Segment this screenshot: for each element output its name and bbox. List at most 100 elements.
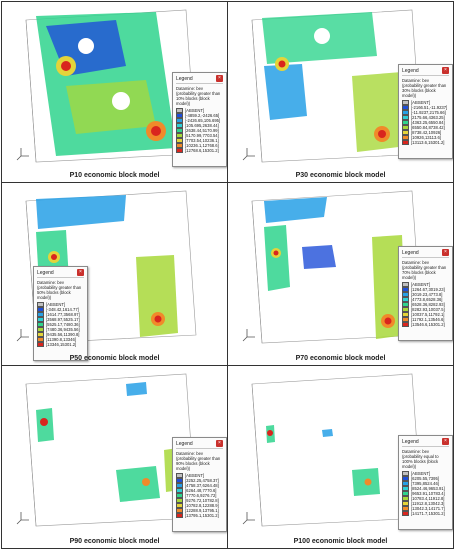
axis-triad-icon xyxy=(12,516,20,524)
legend-title: Legend xyxy=(176,75,193,82)
block-model-view[interactable] xyxy=(6,6,224,164)
legend-header: Legend × xyxy=(176,440,223,449)
panel-caption: P30 economic block model xyxy=(295,172,386,179)
axis-triad-icon xyxy=(12,152,20,160)
axis-triad-icon xyxy=(238,152,246,160)
swatch xyxy=(402,510,409,517)
legend-item-label: [6528.36,8282.93] xyxy=(411,302,445,307)
legend-title: Legend xyxy=(402,438,419,445)
legend-item-label: [-11.9237,2175.66] xyxy=(411,110,446,115)
axis-triad-icon xyxy=(12,333,20,341)
legend-item-label: [ABSENT] xyxy=(411,282,431,287)
legend-header: Legend × xyxy=(176,75,223,84)
legend-item: [13795.1,15301.2] xyxy=(176,512,223,519)
axis-triad-icon xyxy=(238,333,246,341)
legend-header: Legend × xyxy=(37,269,84,278)
block-model-view[interactable] xyxy=(232,187,450,345)
legend-item-label: [10783.4,11912.8] xyxy=(411,496,445,501)
legend-header: Legend × xyxy=(402,438,449,447)
legend-subtitle: Datamine: bev (probability greater than … xyxy=(176,86,221,106)
close-icon[interactable]: × xyxy=(216,75,223,82)
legend-item-label: [14171.7,15301.2] xyxy=(411,511,445,516)
legend-subtitle: Datamine: bev (probability greater than … xyxy=(176,451,221,471)
legend-item-label: [105.695,2638.44] xyxy=(185,123,219,128)
legend-item-label: [11912.8,13042.3] xyxy=(411,501,445,506)
axis-triad-icon xyxy=(238,516,246,524)
panel-p10: Legend × Datamine: bev (probability grea… xyxy=(1,1,228,183)
legend-item-label: [5170.99,7703.54] xyxy=(185,133,219,138)
legend-item-label: [-4859.2,-2426.65] xyxy=(185,113,220,118)
legend-panel[interactable]: Legend × Datamine: bev (probability grea… xyxy=(172,437,227,532)
close-icon[interactable]: × xyxy=(77,269,84,276)
swatch xyxy=(176,147,183,154)
legend-item-label: [9435.56,11390.8] xyxy=(46,332,80,337)
legend-item-label: [7703.54,10236.1] xyxy=(185,138,219,143)
legend-header: Legend × xyxy=(402,249,449,258)
legend-panel[interactable]: Legend × Datamine: bev (probability grea… xyxy=(398,64,453,159)
legend-item-label: [-348.42,1614.77] xyxy=(46,307,79,312)
legend-item-label: [11390.8,13346] xyxy=(46,337,76,342)
legend-title: Legend xyxy=(402,67,419,74)
legend-panel[interactable]: Legend × Datamine: bev (probability grea… xyxy=(172,72,227,167)
block-model-render xyxy=(242,9,423,163)
legend-item: [13113.6,15301.2] xyxy=(402,139,449,146)
close-icon[interactable]: × xyxy=(442,249,449,256)
legend-item-label: [10782.8,12288.9] xyxy=(185,503,219,508)
block-model-render xyxy=(16,9,197,163)
legend-item-label: [4758.37,6264.48] xyxy=(185,483,219,488)
panel-caption: P50 economic block model xyxy=(69,355,160,362)
legend-item-label: [2638.44,5170.99] xyxy=(185,128,219,133)
legend-item-label: [8738.42,10926] xyxy=(411,130,442,135)
legend-item-label: [10236.1,12768.6] xyxy=(185,143,219,148)
panel-caption: P10 economic block model xyxy=(69,172,160,179)
legend-item-label: [6205.55,7395] xyxy=(411,476,439,481)
legend-item-label: [ABSENT] xyxy=(411,100,431,105)
legend-item-label: [12768.6,15301.2] xyxy=(185,148,219,153)
legend-item-label: [10926,13113.6] xyxy=(411,135,441,140)
legend-title: Legend xyxy=(402,249,419,256)
legend-item-label: [ABSENT] xyxy=(185,108,205,113)
legend-item: [14171.7,15301.2] xyxy=(402,510,449,517)
legend-item-label: [13346,15301.2] xyxy=(46,342,77,347)
legend-item-label: [3019.23,4773.8] xyxy=(411,292,443,297)
block-model-render xyxy=(242,190,423,344)
swatch xyxy=(402,321,409,328)
legend-item-label: [3252.25,4758.37] xyxy=(185,478,219,483)
legend-panel[interactable]: Legend × Datamine: bev (probability equa… xyxy=(398,435,453,530)
legend-item-label: [6550.84,8738.42] xyxy=(411,125,445,130)
block-model-view[interactable] xyxy=(6,187,224,345)
legend-title: Legend xyxy=(37,269,54,276)
legend-panel[interactable]: Legend × Datamine: bev (probability grea… xyxy=(398,246,453,341)
legend-subtitle: Datamine: bev (probability equal to 100%… xyxy=(402,449,439,469)
close-icon[interactable]: × xyxy=(216,440,223,447)
legend-title: Legend xyxy=(176,440,193,447)
legend-subtitle: Datamine: bev (probability greater than … xyxy=(37,280,82,300)
legend-item-label: [7395,8524.46] xyxy=(411,481,439,486)
close-icon[interactable]: × xyxy=(442,67,449,74)
legend-item-label: [13546.6,15301.2] xyxy=(411,322,445,327)
legend-item: [12768.6,15301.2] xyxy=(176,147,223,154)
legend-item-label: [6264.48,7770.6] xyxy=(185,488,217,493)
legend-item-label: [12288.9,13795.1] xyxy=(185,508,219,513)
legend-panel[interactable]: Legend × Datamine: bev (probability grea… xyxy=(33,266,88,361)
legend-item-label: [2175.66,4363.25] xyxy=(411,115,445,120)
legend-item-label: [3568.97,5525.17] xyxy=(46,317,80,322)
close-icon[interactable]: × xyxy=(442,438,449,445)
legend-item-label: [-2166.51,-11.9237] xyxy=(411,105,448,110)
legend-item-label: [8282.93,10037.5] xyxy=(411,307,445,312)
legend-item-label: [9276.72,10782.8] xyxy=(185,498,219,503)
panel-p30: Legend × Datamine: bev (probability grea… xyxy=(227,1,454,183)
legend-item-label: [11792.1,13546.6] xyxy=(411,317,445,322)
legend-item-label: [10037.5,11792.1] xyxy=(411,312,445,317)
panel-p100: Legend × Datamine: bev (probability equa… xyxy=(227,365,454,549)
legend-item-label: [1614.77,3568.97] xyxy=(46,312,80,317)
swatch xyxy=(37,341,44,348)
legend-item-label: [-2426.65,105.695] xyxy=(185,118,221,123)
legend-item-label: [13113.6,15301.2] xyxy=(411,140,445,145)
legend-item-label: [9653.91,10783.4] xyxy=(411,491,445,496)
legend-item-label: [8524.46,9653.91] xyxy=(411,486,445,491)
block-model-render xyxy=(16,190,197,344)
block-model-view[interactable] xyxy=(232,6,450,164)
panel-p70: Legend × Datamine: bev (probability grea… xyxy=(227,182,454,366)
